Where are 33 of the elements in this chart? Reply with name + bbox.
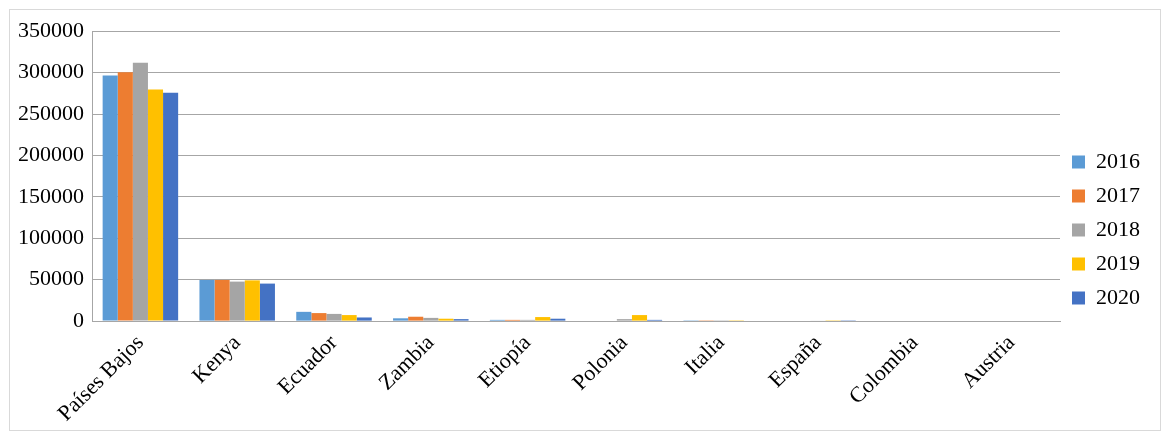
bar	[311, 313, 327, 321]
y-tick-label: 50000	[29, 265, 84, 291]
bar	[163, 92, 179, 321]
bar	[199, 279, 215, 321]
legend-label: 2019	[1096, 249, 1140, 275]
bar	[102, 75, 118, 321]
bar	[117, 72, 133, 321]
legend-label: 2020	[1096, 283, 1140, 309]
bar	[326, 313, 342, 321]
bar	[535, 317, 551, 321]
legend-label: 2016	[1096, 147, 1140, 173]
bar	[229, 281, 245, 321]
bar	[244, 280, 260, 321]
x-tick-label: Italia	[679, 329, 729, 380]
y-tick-label: 350000	[18, 16, 84, 42]
bar	[356, 317, 372, 321]
bar	[341, 315, 357, 321]
bar	[296, 311, 312, 321]
bar	[423, 317, 439, 321]
bar	[393, 318, 409, 321]
legend-label: 2017	[1096, 181, 1140, 207]
y-tick-label: 150000	[18, 182, 84, 208]
y-tick-label: 100000	[18, 224, 84, 250]
bar	[147, 89, 164, 321]
y-tick-label: 250000	[18, 99, 84, 125]
y-tick-label: 300000	[18, 58, 84, 84]
y-tick-label: 0	[73, 306, 84, 332]
y-tick-label: 200000	[18, 141, 84, 167]
bar	[631, 315, 648, 321]
bar	[214, 279, 230, 321]
bar	[408, 316, 424, 321]
bar	[259, 283, 275, 321]
legend-label: 2018	[1096, 215, 1140, 241]
